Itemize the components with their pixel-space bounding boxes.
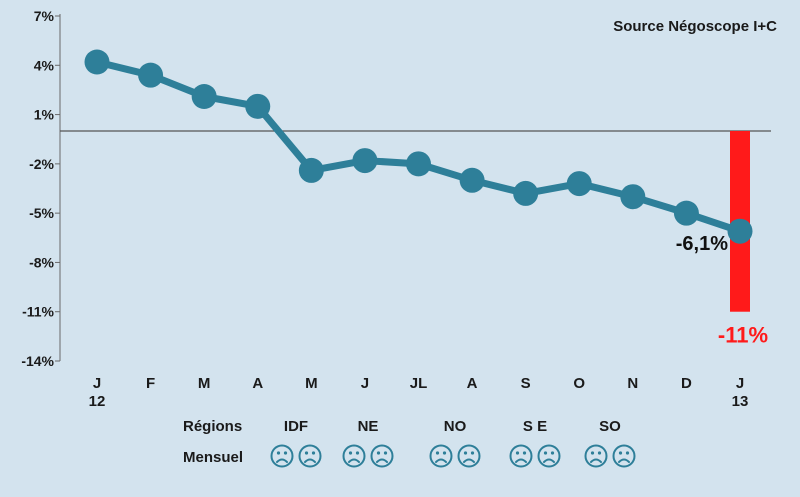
x-tick-label: S xyxy=(521,375,531,392)
x-tick-label: M xyxy=(198,375,211,392)
source-note: Source Négoscope I+C xyxy=(613,18,777,35)
data-point xyxy=(298,157,324,183)
data-point xyxy=(191,84,217,109)
data-point xyxy=(727,218,753,244)
x-tick-label: N xyxy=(627,375,638,392)
data-point xyxy=(620,184,646,210)
sad-face-icon xyxy=(298,444,322,468)
y-tick-label: 1% xyxy=(34,107,55,123)
y-tick-label: -14% xyxy=(21,353,54,369)
data-point xyxy=(84,49,110,75)
x-tick-label: J xyxy=(361,375,369,392)
sad-face-icon xyxy=(429,444,453,468)
region-label: IDF xyxy=(284,418,308,435)
data-point xyxy=(352,148,378,174)
region-label: SO xyxy=(599,418,621,435)
sad-face-icon xyxy=(342,444,366,468)
region-label: NO xyxy=(444,418,467,435)
y-tick-label: -5% xyxy=(29,205,54,221)
data-point xyxy=(673,200,699,226)
sad-face-icon xyxy=(537,444,561,468)
x-tick-label: A xyxy=(252,375,263,392)
y-tick-label: -2% xyxy=(29,156,54,172)
sad-face-icon xyxy=(270,444,294,468)
point-value-label: -6,1% xyxy=(676,233,728,255)
x-tick-label: D xyxy=(681,375,692,392)
sad-face-icon xyxy=(509,444,533,468)
data-point xyxy=(566,171,592,197)
y-tick-label: 7% xyxy=(34,8,55,24)
data-point xyxy=(513,180,539,206)
sad-face-icon xyxy=(370,444,394,468)
x-tick-label: O xyxy=(573,375,585,392)
region-label: NE xyxy=(358,418,379,435)
highlight-bar-label: -11% xyxy=(718,323,768,348)
regions-row-label: Régions xyxy=(183,418,242,435)
x-tick-label: M xyxy=(305,375,318,392)
x-tick-label: J 12 xyxy=(89,375,106,410)
y-axis-ticks: 7% 4% 1% -2% -5% -8% -11% -14% xyxy=(21,8,60,369)
x-axis-ticks: J 12 F M A M J JL A S O N D J 13 xyxy=(89,375,749,410)
monthly-row-label: Mensuel xyxy=(183,449,243,466)
region-legend: Régions Mensuel IDF NE NO S E SO xyxy=(183,418,636,468)
data-point xyxy=(406,151,431,177)
x-tick-label: J 13 xyxy=(732,375,749,410)
sad-face-icon xyxy=(584,444,608,468)
series-group: -6,1% xyxy=(84,49,753,255)
y-tick-label: 4% xyxy=(34,57,55,73)
data-point xyxy=(138,62,164,88)
data-point xyxy=(459,167,485,193)
region-label: S E xyxy=(523,418,547,435)
x-tick-label: A xyxy=(467,375,478,392)
y-tick-label: -8% xyxy=(29,254,54,270)
x-tick-label: F xyxy=(146,375,155,392)
x-tick-label: JL xyxy=(410,375,428,392)
y-tick-label: -11% xyxy=(22,304,54,320)
sad-face-icon xyxy=(457,444,481,468)
sad-face-icon xyxy=(612,444,636,468)
data-point xyxy=(245,93,271,119)
